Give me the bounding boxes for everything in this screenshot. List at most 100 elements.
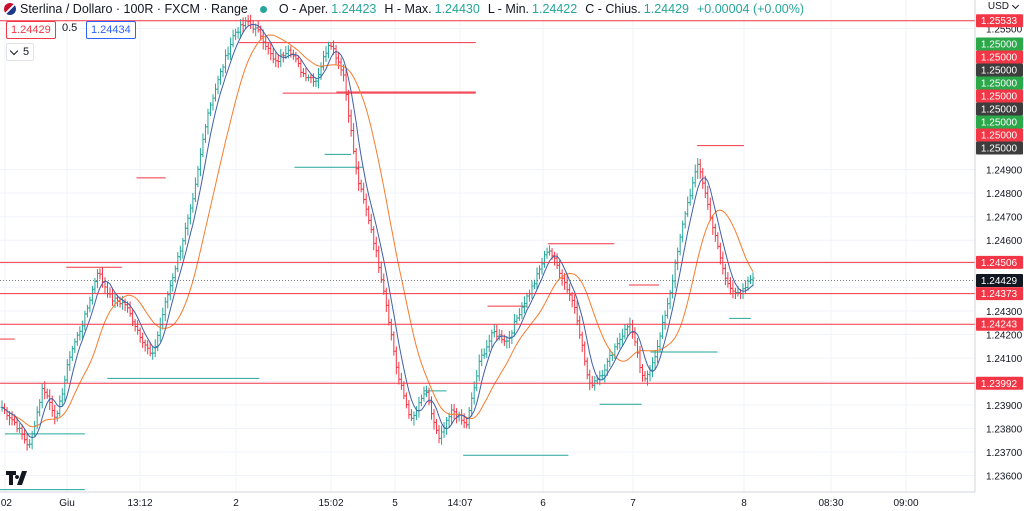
price-bar xyxy=(688,188,692,206)
price-bar xyxy=(527,289,531,302)
y-tick-label: 1.24700 xyxy=(986,213,1023,224)
price-bar xyxy=(417,396,421,418)
x-tick-label: Giu xyxy=(59,498,75,509)
price-bar xyxy=(424,385,428,398)
price-bar xyxy=(721,251,725,275)
price-bar xyxy=(294,51,298,63)
svg-text:1.25533: 1.25533 xyxy=(981,16,1018,27)
svg-text:1.24243: 1.24243 xyxy=(981,320,1018,331)
price-bar xyxy=(558,260,562,280)
svg-text:1.24506: 1.24506 xyxy=(981,258,1018,269)
symbol-title[interactable]: Sterlina / Dollaro · 100R · FXCM · Range xyxy=(20,2,248,16)
time-axis[interactable]: :02 Giu 13:12 2 15:02 5 14:07 6 7 8 08:30 09:00 xyxy=(0,491,975,509)
price-bar xyxy=(445,416,449,435)
price-bar xyxy=(138,327,142,343)
price-bar xyxy=(271,48,275,64)
low-label: L - Min. xyxy=(487,2,530,16)
price-bar xyxy=(216,75,220,95)
x-tick-label: 08:30 xyxy=(818,498,843,509)
horizontal-levels[interactable] xyxy=(0,20,975,384)
tradingview-logo-icon[interactable] xyxy=(6,471,32,485)
y-tick-label: 1.24800 xyxy=(986,189,1023,200)
svg-text:1.25000: 1.25000 xyxy=(981,40,1018,51)
chart-grid xyxy=(0,0,975,492)
price-bar xyxy=(643,370,647,382)
price-bar xyxy=(173,265,177,283)
high-label: H - Max. xyxy=(384,2,432,16)
price-axis[interactable]: 1.25500 1.24900 1.24800 1.24700 1.24600 1.245… xyxy=(974,0,1023,492)
price-bar xyxy=(158,317,162,342)
indicators-toggle[interactable]: 5 xyxy=(6,43,35,61)
price-bar xyxy=(219,68,223,85)
svg-text:1.25000: 1.25000 xyxy=(981,53,1018,64)
y-tick-label: 1.24200 xyxy=(986,330,1023,341)
indicators-count: 5 xyxy=(23,46,30,58)
price-bar xyxy=(706,185,710,210)
price-bar xyxy=(728,276,732,295)
y-tick-label: 1.23900 xyxy=(986,401,1023,412)
price-bar xyxy=(480,348,484,367)
price-bar xyxy=(640,363,644,382)
price-bar xyxy=(201,133,205,158)
price-bar xyxy=(226,46,230,60)
low-value: 1.24422 xyxy=(532,2,578,16)
gbp-usd-flag-icon xyxy=(4,3,16,15)
price-bar xyxy=(723,263,727,286)
price-bar xyxy=(545,247,549,259)
price-bar xyxy=(334,45,338,65)
buy-button[interactable]: 1.24434 xyxy=(86,21,136,39)
svg-text:1.25000: 1.25000 xyxy=(981,66,1018,77)
price-bar xyxy=(442,421,446,439)
price-bar xyxy=(339,57,343,76)
price-bar xyxy=(515,314,519,325)
currency-label: USD xyxy=(987,1,1009,12)
price-bar xyxy=(535,267,539,289)
price-bar xyxy=(588,369,592,391)
currency-selector[interactable]: USD xyxy=(987,1,1020,12)
price-bar xyxy=(45,388,49,399)
svg-text:1.25000: 1.25000 xyxy=(981,144,1018,155)
price-bar xyxy=(90,285,94,305)
svg-text:1.24373: 1.24373 xyxy=(981,289,1018,300)
price-bar xyxy=(321,50,325,71)
alert-price-tag: 1.25000 xyxy=(976,89,1023,103)
level-price-tag: 1.24373 xyxy=(976,287,1023,301)
price-bar xyxy=(28,439,32,449)
price-bar xyxy=(143,339,147,352)
price-bar xyxy=(726,271,730,288)
price-bar xyxy=(359,179,363,193)
price-bar xyxy=(168,280,172,301)
price-bar xyxy=(538,265,542,280)
svg-text:1.25000: 1.25000 xyxy=(981,105,1018,116)
x-tick-label: 15:02 xyxy=(318,498,343,509)
price-bar xyxy=(337,51,341,70)
slow-moving-average xyxy=(1,34,754,428)
change-value: +0.00004 (+0.00%) xyxy=(696,2,805,16)
price-bar xyxy=(304,67,308,82)
price-bar xyxy=(198,148,202,177)
price-bar xyxy=(698,159,702,179)
price-bar xyxy=(485,340,489,359)
svg-text:1.25000: 1.25000 xyxy=(981,118,1018,129)
price-bar xyxy=(600,370,604,380)
price-bar xyxy=(460,409,464,425)
price-bar xyxy=(372,226,376,251)
price-bar xyxy=(585,357,589,380)
level-price-tag: 1.23992 xyxy=(976,376,1023,390)
price-bar xyxy=(713,223,717,242)
x-tick-label: 5 xyxy=(392,498,398,509)
close-label: C - Chius. xyxy=(585,2,641,16)
price-bar xyxy=(234,28,238,41)
price-bar xyxy=(696,158,700,179)
price-bar xyxy=(666,297,670,319)
price-bar xyxy=(299,59,303,78)
price-bar xyxy=(105,281,109,298)
price-bar xyxy=(583,341,587,366)
sell-button[interactable]: 1.24429 xyxy=(6,21,56,39)
price-bar xyxy=(183,222,187,245)
y-tick-label: 1.24300 xyxy=(986,307,1023,318)
alert-price-tag: 1.25000 xyxy=(976,37,1023,51)
last-price-tag: 1.24429 xyxy=(976,273,1023,287)
price-bar xyxy=(435,418,439,434)
